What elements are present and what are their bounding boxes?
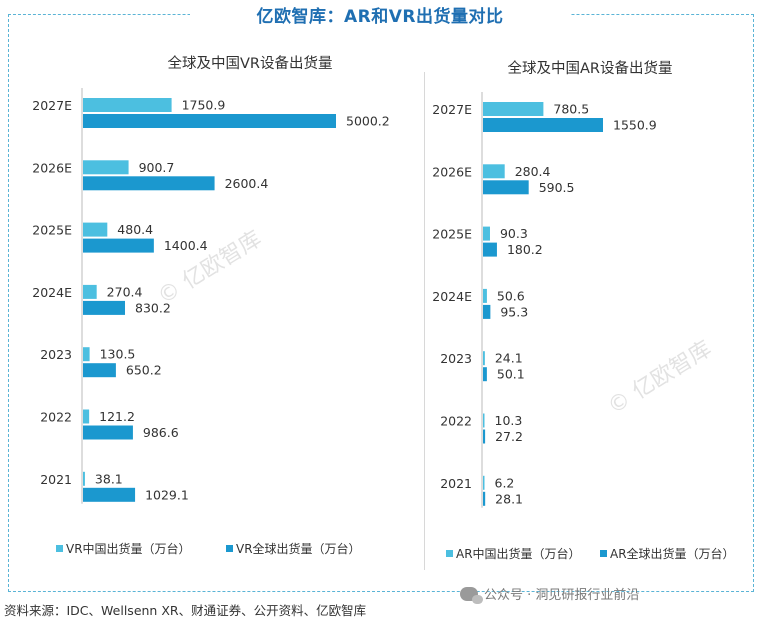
chart-0-data-label: 121.2 <box>99 409 135 424</box>
chart-0-legend-swatch <box>226 545 233 552</box>
chart-0-data-label: 5000.2 <box>346 114 390 129</box>
chart-0-bar-global <box>83 238 154 253</box>
chart-0-bar-china <box>83 409 90 424</box>
chart-1-bar-global <box>483 367 487 382</box>
chart-0-bar-global <box>83 300 126 315</box>
chart-0-bar-global <box>83 363 116 378</box>
chart-0-title: 全球及中国VR设备出货量 <box>168 54 333 72</box>
chart-1-title: 全球及中国AR设备出货量 <box>508 59 673 77</box>
chart-1-data-label: 90.3 <box>500 226 528 241</box>
chart-1-bar-global <box>483 242 497 257</box>
chart-0-category-label: 2021 <box>40 472 72 487</box>
chart-0-data-label: 270.4 <box>107 284 143 299</box>
chart-0-category-label: 2024E <box>32 285 72 300</box>
chart-1-category-label: 2023 <box>440 351 472 366</box>
chart-1-data-label: 780.5 <box>553 102 589 117</box>
chart-0-bar-china <box>83 160 129 175</box>
chart-1-bar-china <box>483 475 485 490</box>
chart-0-data-label: 480.4 <box>117 222 153 237</box>
title-backdrop <box>190 0 570 30</box>
chart-1-data-label: 590.5 <box>539 180 575 195</box>
chart-0-bar-china <box>83 222 108 237</box>
chart-1-data-label: 50.1 <box>497 367 525 382</box>
chart-1-bar-global <box>483 491 486 506</box>
chart-0-category-label: 2023 <box>40 347 72 362</box>
chart-0-category-label: 2022 <box>40 410 72 425</box>
chart-0-category-label: 2025E <box>32 223 72 238</box>
source-note: 资料来源：IDC、Wellsenn XR、财通证券、公开资料、亿欧智库 <box>4 603 367 618</box>
chart-0-data-label: 986.6 <box>143 425 179 440</box>
chart-0-bar-global <box>83 114 336 128</box>
chart-0-data-label: 38.1 <box>95 471 123 486</box>
chart-1-category-label: 2025E <box>432 227 472 242</box>
chart-1-category-label: 2024E <box>432 289 472 304</box>
chart-0-bar-global <box>83 176 215 191</box>
chart-0-data-label: 650.2 <box>126 363 162 378</box>
chart-1-bar-china <box>483 413 485 428</box>
chart-0-data-label: 1400.4 <box>164 238 208 253</box>
chart-1-data-label: 1550.9 <box>613 118 657 133</box>
chart-1-legend-swatch <box>446 550 453 557</box>
wechat-footer: 公众号 · 洞见研报行业前沿 <box>460 584 640 604</box>
wechat-icon <box>460 586 483 604</box>
chart-0-bar-global <box>83 425 133 440</box>
chart-1-bar-china <box>483 102 544 116</box>
chart-0-legend-swatch <box>56 545 63 552</box>
right-panel-divider <box>424 72 755 570</box>
wechat-label: 公众号 · 洞见研报行业前沿 <box>484 588 640 603</box>
chart-0-data-label: 900.7 <box>139 160 175 175</box>
chart-0-bar-china <box>83 284 97 299</box>
chart-1-legend-swatch <box>600 550 607 557</box>
chart-0-bar-china <box>83 347 90 362</box>
chart-1-legend-label: AR全球出货量（万台） <box>610 546 735 561</box>
chart-0-data-label: 2600.4 <box>225 176 269 191</box>
chart-0-category-label: 2027E <box>32 98 72 113</box>
chart-1-bar-china <box>483 288 487 303</box>
chart-1-bar-china <box>483 351 485 366</box>
chart-1-bar-global <box>483 118 603 132</box>
chart-1-category-label: 2021 <box>440 476 472 491</box>
chart-1-data-label: 24.1 <box>495 351 523 366</box>
page-title: 亿欧智库：AR和VR出货量对比 <box>256 7 504 27</box>
chart-1-bar-china <box>483 164 505 179</box>
chart-1-data-label: 6.2 <box>495 475 515 490</box>
chart-0-category-label: 2026E <box>32 160 72 175</box>
chart-0-legend-label: VR全球出货量（万台） <box>236 541 361 556</box>
chart-1-data-label: 27.2 <box>495 429 523 444</box>
chart-1-data-label: 180.2 <box>507 242 543 257</box>
chart-1-data-label: 50.6 <box>497 288 525 303</box>
chart-1-bar-global <box>483 304 491 319</box>
chart-1-bar-global <box>483 180 529 195</box>
chart-1-data-label: 28.1 <box>495 491 523 506</box>
chart-1-legend-label: AR中国出货量（万台） <box>456 546 581 561</box>
chart-0-bar-global <box>83 487 136 502</box>
chart-1-bar-global <box>483 429 486 444</box>
chart-0-data-label: 1750.9 <box>182 98 226 113</box>
chart-0-data-label: 830.2 <box>135 300 171 315</box>
chart-1-category-label: 2027E <box>432 102 472 117</box>
chart-1-category-label: 2026E <box>432 164 472 179</box>
chart-0-bar-china <box>83 471 85 486</box>
chart-0-data-label: 1029.1 <box>145 487 189 502</box>
chart-1-data-label: 280.4 <box>515 164 551 179</box>
chart-1-category-label: 2022 <box>440 414 472 429</box>
chart-1-bar-china <box>483 226 490 241</box>
chart-1-data-label: 95.3 <box>500 304 528 319</box>
chart-1-data-label: 10.3 <box>495 413 523 428</box>
chart-0-bar-china <box>83 98 172 112</box>
chart-0-legend-label: VR中国出货量（万台） <box>66 541 191 556</box>
chart-0-data-label: 130.5 <box>100 347 136 362</box>
